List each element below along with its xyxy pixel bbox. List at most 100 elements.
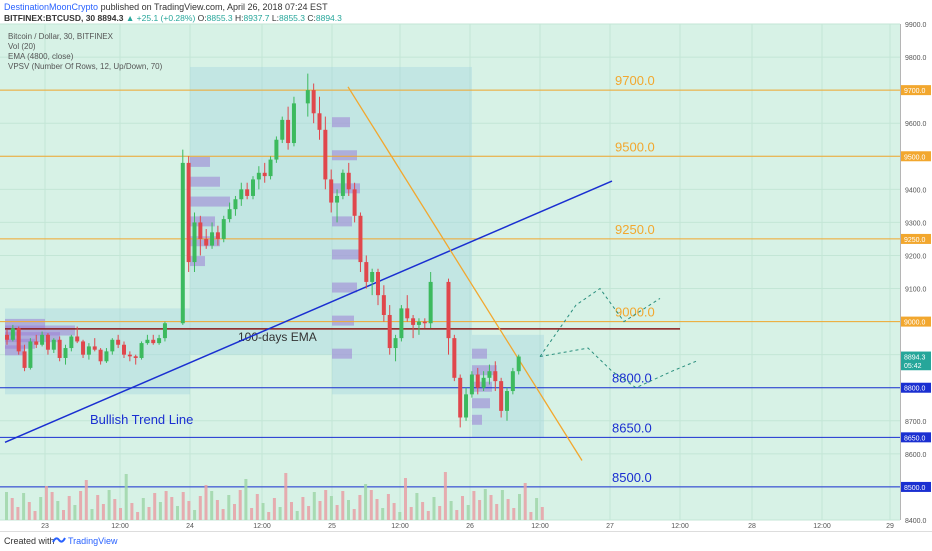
candle-body bbox=[469, 374, 474, 395]
volume-bar bbox=[329, 496, 333, 520]
volume-bar bbox=[181, 492, 185, 520]
candle-body bbox=[51, 339, 56, 350]
volume-bar bbox=[495, 504, 499, 520]
candle-body bbox=[305, 90, 310, 104]
candle-body bbox=[286, 119, 291, 144]
volume-bar bbox=[164, 491, 168, 520]
volume-profile-bar bbox=[332, 315, 354, 326]
volume-bar bbox=[261, 503, 265, 520]
volume-bar bbox=[500, 490, 504, 520]
volume-profile-bar bbox=[332, 117, 350, 128]
candle-body bbox=[40, 334, 45, 345]
candle-body bbox=[280, 119, 285, 140]
volume-bar bbox=[73, 505, 77, 520]
volume-bar bbox=[312, 492, 316, 520]
volume-bar bbox=[307, 506, 311, 520]
candle-body bbox=[116, 339, 121, 345]
price-tag bbox=[901, 233, 931, 244]
price-tag-label: 8500.0 bbox=[904, 485, 926, 492]
candle-body bbox=[34, 341, 39, 345]
x-tick-label: 25 bbox=[328, 523, 336, 530]
volume-bar bbox=[518, 494, 521, 520]
volume-bar bbox=[33, 511, 37, 520]
x-tick-label: 24 bbox=[186, 523, 194, 530]
candle-body bbox=[210, 232, 215, 246]
candle-body bbox=[464, 394, 469, 418]
high-label: H: bbox=[235, 13, 244, 23]
candle-body bbox=[98, 349, 103, 362]
candle-body bbox=[245, 189, 250, 196]
volume-bar bbox=[455, 510, 459, 520]
price-change: ▲ +25.1 (+0.28%) bbox=[125, 13, 196, 23]
candle-body bbox=[122, 344, 126, 355]
candle-body bbox=[86, 346, 91, 355]
volume-bar bbox=[352, 509, 356, 520]
volume-bar bbox=[523, 483, 527, 520]
author-link[interactable]: DestinationMoonCrypto bbox=[4, 2, 99, 12]
candle-body bbox=[416, 321, 421, 325]
tradingview-brand[interactable]: TradingView bbox=[68, 536, 118, 546]
volume-bar bbox=[22, 493, 26, 520]
chart-legend: Bitcoin / Dollar, 30, BITFINEX Vol (20) … bbox=[8, 32, 162, 72]
volume-profile-bar bbox=[5, 332, 60, 343]
candle-body bbox=[516, 356, 521, 372]
candle-body bbox=[81, 341, 86, 355]
volume-bar bbox=[187, 501, 191, 520]
y-tick-label: 8700.0 bbox=[905, 419, 927, 426]
bullish-trend-line bbox=[4, 180, 613, 443]
price-tag bbox=[901, 316, 931, 327]
created-with-text: Created with bbox=[4, 536, 55, 546]
candle-body bbox=[133, 356, 138, 358]
volume-bar bbox=[79, 491, 83, 520]
level-label-8500: 8500.0 bbox=[612, 470, 652, 485]
volume-bar bbox=[221, 509, 225, 520]
candle-body bbox=[510, 371, 515, 392]
volume-bar bbox=[147, 507, 151, 520]
volume-profile-bar bbox=[472, 348, 487, 359]
volume-bar bbox=[535, 498, 539, 520]
volume-bar bbox=[284, 473, 288, 520]
volume-bar bbox=[158, 502, 162, 520]
candle-body bbox=[92, 346, 97, 350]
volume-profile-box bbox=[190, 66, 332, 355]
x-tick-label: 26 bbox=[466, 523, 474, 530]
candle-body bbox=[274, 139, 279, 160]
volume-bar bbox=[449, 501, 453, 520]
candle-body bbox=[227, 209, 232, 220]
candle-body bbox=[387, 314, 392, 349]
volume-bar bbox=[215, 500, 219, 520]
volume-bar bbox=[136, 512, 140, 520]
candle-body bbox=[151, 339, 156, 344]
candle-body bbox=[157, 338, 162, 344]
volume-bar bbox=[483, 489, 487, 520]
volume-bar bbox=[341, 491, 345, 520]
volume-profile-bar bbox=[190, 216, 215, 227]
volume-bar bbox=[404, 478, 407, 520]
candle-body bbox=[317, 113, 322, 130]
volume-bar bbox=[466, 505, 470, 520]
volume-bar bbox=[540, 507, 544, 520]
candle-body bbox=[233, 199, 238, 210]
time-axis[interactable] bbox=[0, 520, 900, 530]
price-tag bbox=[901, 382, 931, 393]
candle-body bbox=[446, 281, 451, 339]
volume-bar bbox=[267, 512, 271, 520]
candle-body bbox=[499, 381, 504, 411]
candle-body bbox=[487, 371, 492, 378]
candle-body bbox=[458, 377, 463, 418]
candle-body bbox=[69, 336, 74, 349]
candle-body bbox=[10, 328, 15, 340]
volume-bar bbox=[443, 472, 447, 520]
volume-bar bbox=[10, 498, 14, 520]
tradingview-logo-icon[interactable] bbox=[52, 534, 66, 546]
candle-body bbox=[239, 189, 244, 200]
volume-bar bbox=[478, 500, 482, 520]
x-tick-label: 23 bbox=[41, 523, 49, 530]
projection-down bbox=[539, 347, 697, 389]
low-value: 8855.3 bbox=[278, 13, 305, 23]
volume-bar bbox=[392, 503, 396, 520]
candle-body bbox=[145, 339, 150, 344]
volume-profile-bar bbox=[332, 216, 352, 227]
volume-bar bbox=[415, 493, 419, 520]
